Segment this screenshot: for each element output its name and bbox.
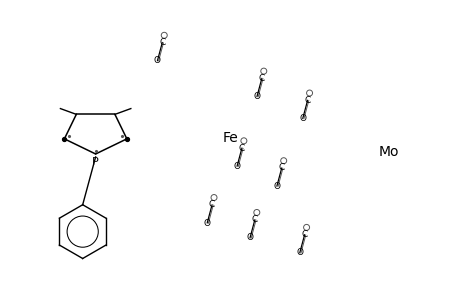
Text: C: C <box>238 143 245 152</box>
Text: Fe: Fe <box>222 131 237 145</box>
Text: C: C <box>208 200 215 209</box>
Text: C: C <box>278 164 284 172</box>
Text: O: O <box>253 92 260 101</box>
Text: Mo: Mo <box>378 145 398 159</box>
Text: C: C <box>159 38 165 47</box>
Text: P: P <box>92 157 99 167</box>
Text: O: O <box>273 182 280 191</box>
Text: O: O <box>299 114 306 123</box>
Text: C: C <box>301 230 307 239</box>
Text: O: O <box>154 56 161 65</box>
Text: C: C <box>304 96 310 105</box>
Text: O: O <box>296 248 302 257</box>
Text: C: C <box>251 215 257 224</box>
Text: O: O <box>233 162 240 171</box>
Text: C: C <box>258 74 264 83</box>
Text: O: O <box>203 218 210 227</box>
Text: O: O <box>246 233 253 242</box>
